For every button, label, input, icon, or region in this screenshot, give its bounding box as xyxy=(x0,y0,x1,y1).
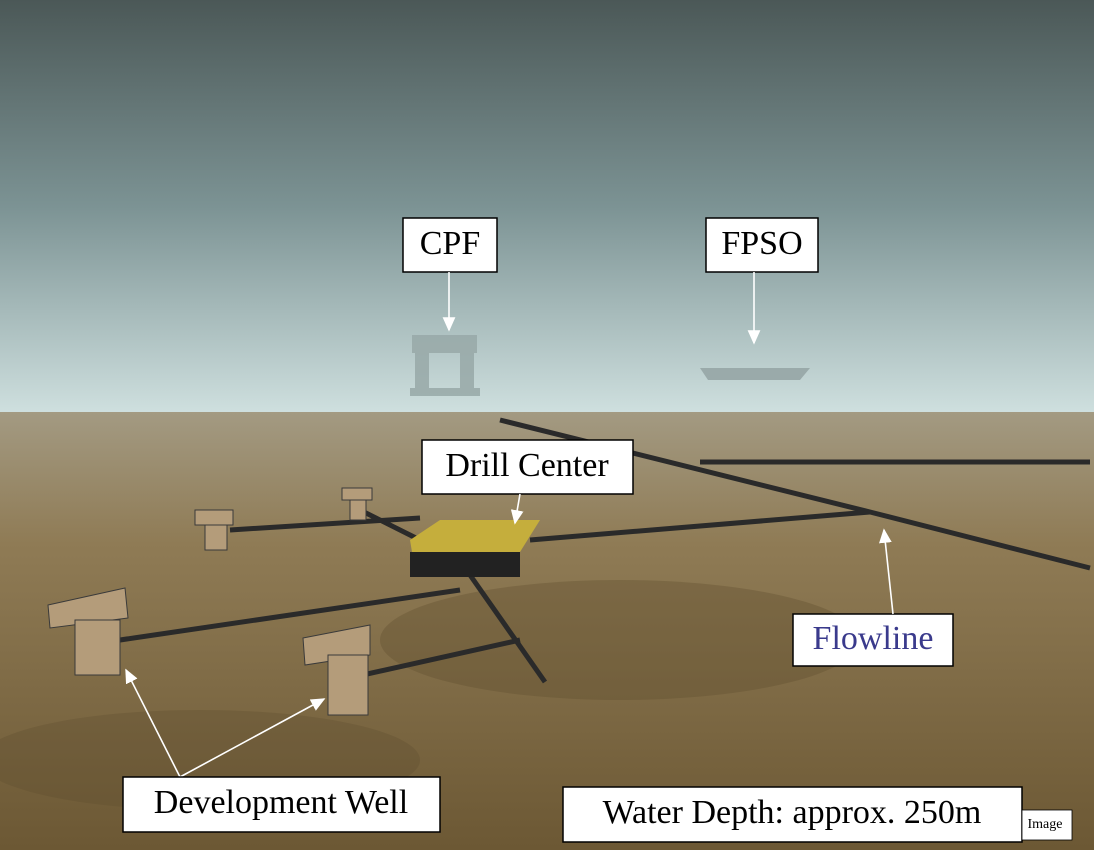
cpf-label: CPF xyxy=(420,225,481,262)
cpf-platform xyxy=(410,335,480,396)
fpso-vessel xyxy=(700,368,810,380)
development-well-label: Development Well xyxy=(154,784,408,821)
label-box xyxy=(421,439,634,495)
fpso-label: FPSO xyxy=(721,225,802,262)
water-depth-label: Water Depth: approx. 250m xyxy=(603,794,982,831)
arrow xyxy=(879,528,894,615)
seabed-shade xyxy=(380,580,860,700)
arrow xyxy=(125,668,181,778)
arrow xyxy=(510,493,524,525)
label-box xyxy=(562,786,1023,843)
image-credit: Image xyxy=(1028,817,1063,832)
drill-center-label: Drill Center xyxy=(445,447,609,484)
development-wells xyxy=(47,487,373,716)
label-box xyxy=(1021,809,1073,841)
label-box xyxy=(705,217,819,273)
label-box xyxy=(402,217,498,273)
arrow xyxy=(179,698,326,778)
flowline-label: Flowline xyxy=(813,620,934,657)
label-box xyxy=(122,776,441,833)
label-box xyxy=(792,613,954,667)
drill-center xyxy=(410,520,540,577)
sky xyxy=(0,0,1094,414)
